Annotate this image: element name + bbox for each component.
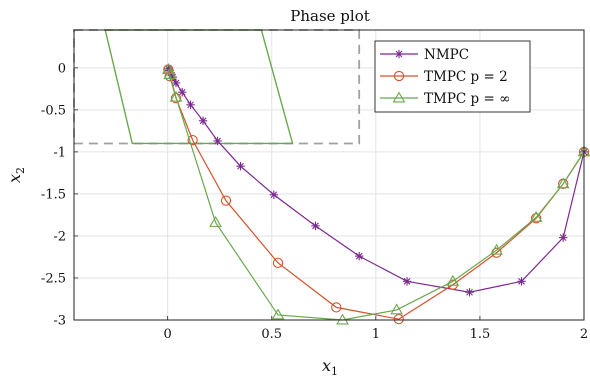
data-point: [490, 243, 503, 255]
y-tick-label: -1: [53, 145, 66, 160]
terminal-set-polygon: [104, 29, 294, 145]
y-tick-label: -0.5: [41, 103, 66, 118]
legend-label: NMPC: [424, 47, 469, 63]
data-point: [529, 210, 543, 222]
legend-entry: NMPC: [380, 47, 469, 63]
inset-region: [73, 29, 361, 145]
y-axis-label: x2: [5, 167, 27, 183]
series-3: [161, 63, 590, 325]
data-point: [446, 274, 460, 286]
legend-label: TMPC p = ∞: [424, 91, 510, 107]
legend-label: TMPC p = 2: [424, 69, 508, 85]
data-point: [390, 303, 404, 315]
data-point: [220, 195, 232, 206]
series-layer: [161, 63, 590, 325]
y-tick-label: -1.5: [41, 187, 66, 202]
legend-entry: TMPC p = 2: [380, 69, 508, 85]
legend-marker: [392, 91, 406, 103]
inset-dashed-box: [73, 29, 361, 145]
data-point: [186, 100, 195, 110]
data-point: [558, 233, 568, 242]
plot-frame: [73, 29, 585, 321]
x-axis-label: x1: [322, 356, 338, 378]
data-point: [209, 215, 222, 227]
data-point: [354, 251, 364, 261]
legend: NMPC TMPC p = 2 TMPC p = ∞: [374, 40, 531, 113]
y-tick-label: -2: [53, 229, 66, 244]
data-point: [336, 313, 349, 325]
data-point: [271, 308, 285, 320]
y-tick-label: -2.5: [41, 271, 66, 286]
x-tick-label: 1.5: [470, 327, 491, 342]
data-point: [311, 221, 320, 231]
data-point: [530, 213, 542, 224]
x-tick-label: 0: [164, 327, 172, 342]
data-point: [169, 90, 183, 102]
legend-marker: [393, 70, 405, 82]
data-point: [393, 314, 404, 325]
y-tick-label: -3: [53, 314, 66, 329]
data-point: [198, 116, 208, 125]
legend-marker: [394, 49, 404, 59]
x-tick-labels: 0 0.5 1 1.5 2: [164, 327, 589, 342]
y-tick-labels: 0 -0.5 -1 -1.5 -2 -2.5 -3: [41, 61, 66, 328]
x-tick-label: 2: [580, 327, 588, 342]
y-tick-label: 0: [58, 61, 66, 76]
chart-title: Phase plot: [290, 7, 370, 25]
data-point: [187, 134, 198, 146]
x-tick-label: 1: [372, 327, 380, 342]
legend-entry: TMPC p = ∞: [380, 91, 510, 107]
data-point: [465, 288, 474, 297]
data-point: [170, 92, 182, 104]
x-tick-label: 0.5: [261, 327, 282, 342]
data-point: [556, 177, 570, 189]
data-point: [178, 88, 187, 97]
data-point: [517, 277, 526, 286]
data-point: [171, 78, 181, 88]
data-point: [272, 257, 284, 268]
data-point: [236, 161, 245, 171]
data-point: [213, 136, 222, 146]
data-point: [161, 63, 175, 74]
data-point: [402, 277, 412, 286]
data-point: [269, 190, 279, 199]
data-point: [331, 302, 342, 313]
